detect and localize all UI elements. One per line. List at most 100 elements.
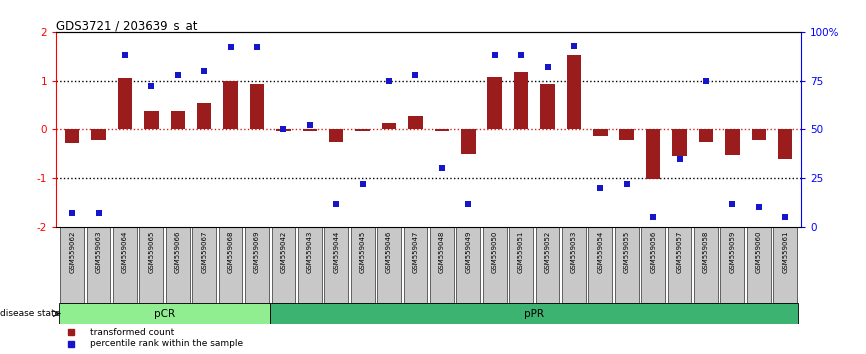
Bar [302, 130, 317, 131]
FancyBboxPatch shape [378, 227, 401, 303]
Text: GSM559057: GSM559057 [676, 231, 682, 273]
FancyBboxPatch shape [615, 227, 638, 303]
Bar [171, 111, 185, 130]
Bar [249, 84, 264, 130]
Text: GSM559047: GSM559047 [412, 231, 418, 273]
Bar [223, 81, 238, 130]
Text: GSM559068: GSM559068 [228, 231, 234, 273]
Bar [752, 130, 766, 140]
Point [250, 45, 264, 50]
Text: GSM559042: GSM559042 [281, 231, 287, 273]
Point [303, 122, 317, 128]
Bar [65, 130, 80, 143]
Point [593, 185, 607, 191]
Point [197, 68, 211, 74]
Bar [646, 130, 661, 179]
FancyBboxPatch shape [509, 227, 533, 303]
FancyBboxPatch shape [483, 227, 507, 303]
Point [409, 72, 423, 78]
Bar [725, 130, 740, 155]
Bar [329, 130, 344, 142]
FancyBboxPatch shape [589, 227, 612, 303]
Bar [382, 123, 397, 130]
Text: GSM559066: GSM559066 [175, 231, 181, 273]
Point [92, 210, 106, 216]
Point [435, 166, 449, 171]
Point [620, 181, 634, 187]
Bar [59, 303, 270, 325]
Bar [461, 130, 475, 154]
Point [145, 84, 158, 89]
Point [356, 181, 370, 187]
Point [462, 201, 475, 206]
FancyBboxPatch shape [746, 227, 771, 303]
Text: GSM559064: GSM559064 [122, 231, 128, 273]
FancyBboxPatch shape [351, 227, 374, 303]
FancyBboxPatch shape [325, 227, 348, 303]
Text: GSM559060: GSM559060 [756, 231, 762, 273]
FancyBboxPatch shape [166, 227, 190, 303]
Text: GSM559063: GSM559063 [95, 231, 101, 273]
FancyBboxPatch shape [272, 227, 295, 303]
Point [118, 52, 132, 58]
Text: disease state: disease state [0, 309, 61, 318]
Point [699, 78, 713, 84]
FancyBboxPatch shape [694, 227, 718, 303]
Point [276, 127, 290, 132]
Point [779, 214, 792, 220]
Text: GSM559044: GSM559044 [333, 231, 339, 273]
Point [646, 214, 660, 220]
Text: GSM559061: GSM559061 [782, 231, 788, 273]
Point [540, 64, 554, 70]
Bar [144, 111, 158, 130]
Bar [408, 116, 423, 130]
Point [726, 201, 740, 206]
Text: transformed count: transformed count [90, 328, 174, 337]
Bar [355, 130, 370, 131]
Bar [514, 72, 528, 130]
Point [329, 201, 343, 206]
Bar [118, 78, 132, 130]
FancyBboxPatch shape [192, 227, 216, 303]
Bar [593, 130, 608, 136]
Bar [488, 77, 502, 130]
Bar [270, 303, 798, 325]
Bar [435, 130, 449, 131]
FancyBboxPatch shape [562, 227, 585, 303]
Text: percentile rank within the sample: percentile rank within the sample [90, 339, 243, 348]
Text: GSM559053: GSM559053 [571, 231, 577, 273]
Point [567, 43, 581, 48]
Text: GSM559069: GSM559069 [254, 231, 260, 273]
Text: GSM559062: GSM559062 [69, 231, 75, 273]
Text: GSM559065: GSM559065 [148, 231, 154, 273]
Point [65, 210, 79, 216]
Text: GSM559051: GSM559051 [518, 231, 524, 273]
Point [488, 52, 501, 58]
FancyBboxPatch shape [536, 227, 559, 303]
Text: GSM559049: GSM559049 [465, 231, 471, 273]
Point [171, 72, 184, 78]
FancyBboxPatch shape [773, 227, 797, 303]
FancyBboxPatch shape [641, 227, 665, 303]
Text: GSM559058: GSM559058 [703, 231, 709, 273]
Bar [276, 130, 291, 131]
Bar [778, 130, 792, 159]
FancyBboxPatch shape [245, 227, 268, 303]
Point [223, 45, 237, 50]
Bar [197, 103, 211, 130]
Text: GSM559045: GSM559045 [359, 231, 365, 273]
Point [514, 52, 528, 58]
Point [382, 78, 396, 84]
Bar [699, 130, 714, 142]
FancyBboxPatch shape [298, 227, 321, 303]
Bar [91, 130, 106, 140]
Text: GSM559054: GSM559054 [598, 231, 604, 273]
Text: GSM559046: GSM559046 [386, 231, 392, 273]
Bar [619, 130, 634, 140]
Bar [540, 84, 555, 130]
FancyBboxPatch shape [456, 227, 480, 303]
Text: pCR: pCR [154, 309, 175, 319]
Text: GSM559055: GSM559055 [624, 231, 630, 273]
FancyBboxPatch shape [668, 227, 691, 303]
FancyBboxPatch shape [87, 227, 111, 303]
